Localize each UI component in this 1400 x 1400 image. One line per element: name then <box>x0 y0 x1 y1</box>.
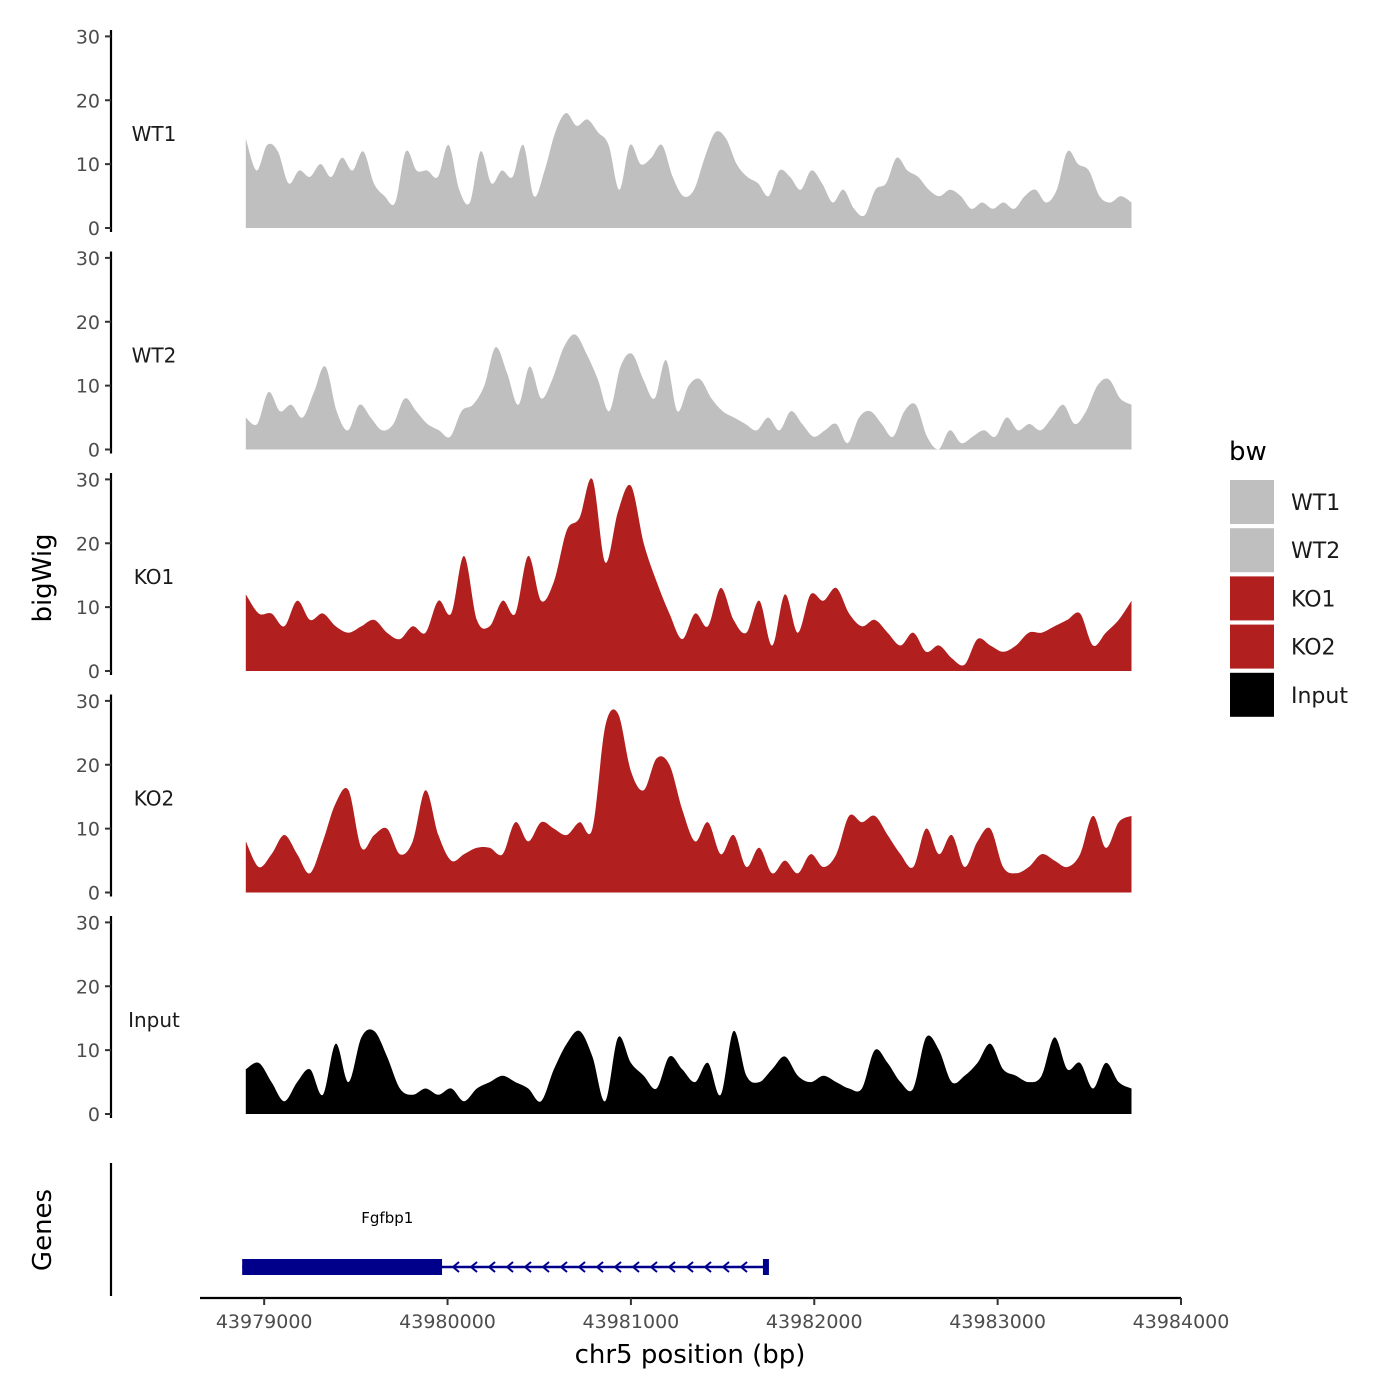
strand-arrow <box>505 1261 514 1273</box>
legend-swatch <box>1230 480 1274 524</box>
legend-swatch <box>1230 528 1274 573</box>
legend-swatch <box>1230 576 1274 621</box>
legend-item-ko1: KO1 <box>1230 576 1336 621</box>
strand-arrow <box>685 1261 694 1273</box>
legend-item-wt1: WT1 <box>1230 480 1340 524</box>
track-label: KO1 <box>134 565 175 589</box>
track-wt1: 0 10 20 30 WT1 <box>76 26 1132 240</box>
gene-exon <box>242 1259 443 1275</box>
gene-fgfbp1: Fgfbp1 <box>242 1209 769 1275</box>
y-tick-label: 20 <box>76 533 100 555</box>
gene-label: Fgfbp1 <box>361 1209 413 1227</box>
legend-item-ko2: KO2 <box>1230 624 1336 669</box>
signal-area-wt1 <box>245 112 1132 228</box>
x-tick-label: 43983000 <box>949 1311 1046 1333</box>
strand-arrow <box>667 1261 676 1273</box>
x-tick-label: 43979000 <box>216 1311 313 1333</box>
strand-arrow <box>595 1261 604 1273</box>
strand-arrow <box>523 1261 532 1273</box>
y-tick-label: 30 <box>76 912 100 934</box>
strand-arrow <box>577 1261 586 1273</box>
strand-arrow <box>649 1261 658 1273</box>
track-wt2: 0 10 20 30 WT2 <box>76 248 1132 462</box>
y-tick-label: 30 <box>76 248 100 270</box>
y-tick-label: 10 <box>76 597 100 619</box>
legend-label: KO2 <box>1291 636 1336 661</box>
y-tick-label: 10 <box>76 154 100 176</box>
y-tick-label: 30 <box>76 691 100 713</box>
strand-arrow <box>721 1261 730 1273</box>
signal-area-wt2 <box>245 334 1132 450</box>
x-tick-label: 43980000 <box>399 1311 496 1333</box>
signal-area-ko2 <box>245 709 1132 893</box>
gene-track: Genes Fgfbp1 <box>28 1163 769 1296</box>
y-tick-label: 20 <box>76 90 100 112</box>
track-ko1: 0 10 20 30 KO1 <box>76 469 1132 683</box>
y-tick-label: 30 <box>76 26 100 48</box>
gene-exon <box>762 1259 769 1275</box>
legend-item-input: Input <box>1230 672 1348 717</box>
y-tick-label: 0 <box>88 1104 100 1126</box>
signal-tracks: 0 10 20 30 WT1 0 10 20 30 WT2 0 10 20 30 KO1 0 10 20 30 KO2… <box>76 26 1132 1126</box>
track-label: KO2 <box>134 787 175 811</box>
legend: bw WT1 WT2 KO1 KO2 Input <box>1229 437 1348 717</box>
legend-title: bw <box>1229 437 1267 467</box>
y-tick-label: 10 <box>76 819 100 841</box>
strand-arrow <box>739 1261 748 1273</box>
strand-arrow <box>703 1261 712 1273</box>
legend-label: WT1 <box>1291 491 1340 516</box>
strand-arrow <box>613 1261 622 1273</box>
strand-arrow <box>541 1261 550 1273</box>
gene-models: Fgfbp1 <box>242 1209 769 1275</box>
track-label: Input <box>128 1008 180 1032</box>
track-ko2: 0 10 20 30 KO2 <box>76 691 1132 905</box>
signal-area-input <box>245 1029 1132 1114</box>
strand-arrow <box>469 1261 478 1273</box>
y-tick-label: 20 <box>76 755 100 777</box>
strand-arrow <box>559 1261 568 1273</box>
legend-swatch <box>1230 624 1274 669</box>
y-tick-label: 0 <box>88 440 100 462</box>
gene-track-title: Genes <box>28 1189 58 1271</box>
legend-swatch <box>1230 672 1274 717</box>
legend-label: KO1 <box>1291 587 1336 612</box>
x-tick-label: 43982000 <box>766 1311 863 1333</box>
y-tick-label: 0 <box>88 661 100 683</box>
strand-arrow <box>487 1261 496 1273</box>
y-tick-label: 20 <box>76 312 100 334</box>
x-tick-label: 43981000 <box>583 1311 680 1333</box>
y-tick-label: 30 <box>76 469 100 491</box>
y-tick-label: 10 <box>76 376 100 398</box>
signal-area-ko1 <box>245 478 1132 671</box>
y-axis-title: bigWig <box>28 533 58 622</box>
track-label: WT1 <box>132 122 177 146</box>
track-input: 0 10 20 30 Input <box>76 912 1132 1126</box>
x-axis-title: chr5 position (bp) <box>575 1340 806 1370</box>
strand-arrow <box>451 1261 460 1273</box>
legend-item-wt2: WT2 <box>1230 528 1340 573</box>
y-tick-label: 10 <box>76 1040 100 1062</box>
track-label: WT2 <box>132 344 177 368</box>
y-tick-label: 20 <box>76 976 100 998</box>
y-tick-label: 0 <box>88 883 100 905</box>
legend-label: WT2 <box>1291 539 1340 564</box>
x-axis: 43979000 43980000 43981000 43982000 43983000… <box>200 1296 1230 1333</box>
strand-arrow <box>631 1261 640 1273</box>
y-tick-label: 0 <box>88 218 100 240</box>
x-tick-label: 43984000 <box>1133 1311 1230 1333</box>
legend-label: Input <box>1291 684 1348 709</box>
